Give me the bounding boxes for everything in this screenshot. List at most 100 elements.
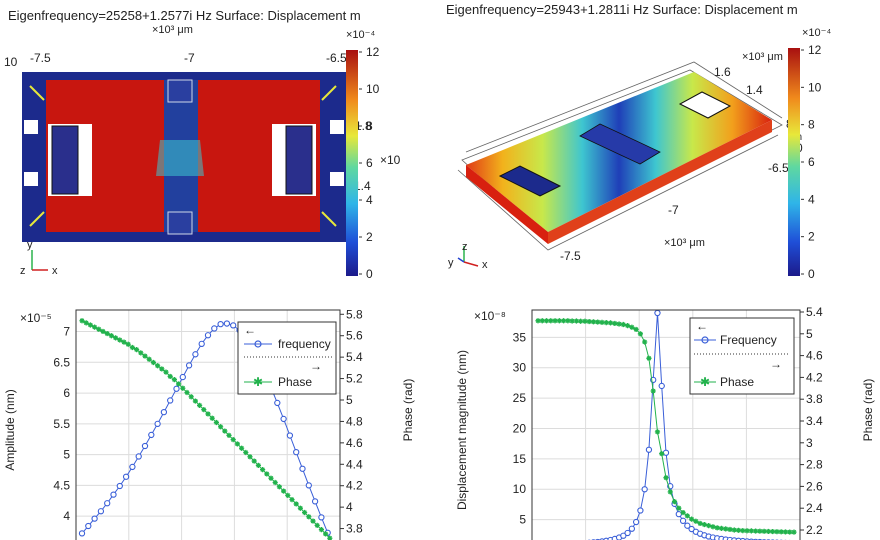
top-right-tick-m6-5: -6.5	[768, 161, 789, 175]
data-point-phase	[171, 377, 177, 383]
y-tick-label: 10	[513, 482, 527, 496]
bl-y-ticks: 3.544.555.566.57	[53, 325, 70, 540]
data-point-phase	[731, 527, 737, 533]
data-point-phase	[637, 331, 643, 337]
data-point-frequency	[684, 522, 691, 529]
data-point-frequency	[280, 415, 287, 423]
data-point-phase	[226, 432, 232, 438]
top-right-left-electrode	[498, 165, 562, 197]
data-point-phase	[146, 356, 152, 362]
top-right-triad-z: z	[462, 241, 468, 253]
bl-y2-axis-label: Phase (rad)	[401, 379, 415, 442]
data-point-phase	[96, 326, 102, 332]
data-point-phase	[539, 318, 545, 324]
data-point-phase	[714, 525, 720, 531]
data-point-phase	[197, 402, 203, 408]
data-point-phase	[138, 350, 144, 356]
data-point-phase	[718, 525, 725, 531]
y2-tick-label: 2.8	[806, 458, 823, 472]
br-y-axis-label: Displacement magnitude (nm)	[455, 350, 469, 510]
data-point-frequency	[198, 340, 205, 347]
data-point-phase	[234, 441, 240, 447]
data-point-phase	[650, 388, 656, 394]
bl-legend-phase-marker: ✱	[253, 375, 263, 389]
data-point-phase	[744, 528, 750, 534]
data-point-phase	[552, 318, 558, 324]
data-point-frequency	[110, 491, 117, 498]
data-point-frequency	[632, 518, 640, 526]
top-right-triad-y: y	[448, 257, 454, 269]
bl-legend-left-arrow: ←	[244, 323, 256, 337]
top-right-colorbar-ticks: 12 10 8 6 4 2 0	[801, 43, 822, 281]
data-point-phase	[192, 398, 198, 404]
data-point-frequency	[620, 532, 627, 539]
data-point-phase	[543, 318, 550, 324]
data-point-phase	[565, 318, 571, 324]
top-left-stray-1: 1.8	[355, 119, 372, 133]
y2-tick-label: 2.6	[806, 479, 823, 493]
top-left-x-tick-2: -7	[184, 51, 195, 65]
data-point-phase	[616, 321, 622, 327]
br-y2-ticks: 2.2 2.4 2.6 2.8 3 3.4 3.8 4.2 4.6 5 5.4	[800, 305, 823, 537]
data-point-phase	[791, 529, 797, 535]
data-point-phase	[671, 499, 678, 505]
data-point-phase	[569, 318, 575, 324]
y2-tick-label: 4.6	[346, 436, 363, 450]
data-point-frequency	[318, 514, 325, 521]
data-point-frequency	[293, 449, 300, 456]
y-tick-label: 5.5	[53, 417, 70, 431]
data-point-phase	[79, 318, 85, 324]
data-point-frequency	[624, 529, 631, 537]
data-point-frequency	[129, 463, 136, 471]
y-tick-label: 6.5	[53, 355, 70, 369]
data-point-phase	[314, 522, 320, 528]
y-tick-label: 4	[63, 509, 70, 523]
bottom-left-chart: ×10⁻⁵ 3.544.555.566.57 3.63.844.24.44.64…	[3, 307, 415, 540]
top-right-right-window	[678, 91, 732, 119]
data-point-phase	[289, 497, 295, 503]
data-point-phase	[163, 369, 169, 375]
data-point-phase	[297, 505, 303, 511]
data-point-phase	[625, 323, 631, 329]
data-point-phase	[108, 333, 114, 339]
data-point-phase	[201, 407, 207, 413]
data-point-frequency	[192, 351, 199, 358]
br-legend-phase: Phase	[720, 375, 754, 389]
data-point-frequency	[185, 362, 193, 369]
data-point-phase	[100, 328, 106, 335]
data-point-phase	[680, 509, 686, 516]
data-point-phase	[573, 318, 579, 324]
bl-legend-phase: Phase	[278, 375, 312, 389]
colorbar-tick-label: 12	[808, 43, 822, 57]
data-point-frequency	[731, 537, 738, 540]
br-legend-phase-marker: ✱	[700, 375, 710, 389]
top-left-triad-y: y	[27, 239, 33, 251]
data-point-frequency	[211, 325, 218, 332]
data-point-phase	[272, 479, 278, 486]
data-point-phase	[595, 319, 601, 325]
data-point-phase	[782, 529, 789, 535]
colorbar-tick-label: 10	[366, 82, 380, 96]
data-point-frequency	[299, 465, 306, 472]
bl-y-axis-label: Amplitude (nm)	[3, 389, 17, 470]
right-notch-top	[330, 120, 344, 134]
colorbar-tick-label: 0	[366, 267, 373, 281]
y-tick-label: 4.5	[53, 478, 70, 492]
top-right-tick-1-6: 1.6	[714, 65, 731, 79]
y2-tick-label: 5	[806, 327, 813, 341]
data-point-phase	[693, 518, 699, 524]
y-tick-label: 5	[519, 513, 526, 527]
y2-tick-label: 4.2	[346, 479, 363, 493]
data-point-frequency	[217, 321, 224, 328]
y-tick-label: 20	[513, 421, 527, 435]
br-legend: ← Frequency → ✱ Phase	[689, 317, 795, 395]
data-point-phase	[582, 318, 588, 324]
data-point-phase	[548, 318, 554, 324]
data-point-frequency	[148, 431, 155, 439]
top-right-tick-m7: -7	[668, 203, 679, 217]
bottom-right-chart: ×10⁻⁸ 05101520253035 2.22.42.62.833.43.8…	[455, 305, 875, 540]
data-point-frequency	[628, 525, 636, 532]
data-point-phase	[629, 324, 635, 330]
br-legend-frequency: Frequency	[720, 333, 777, 347]
data-point-phase	[735, 527, 742, 533]
